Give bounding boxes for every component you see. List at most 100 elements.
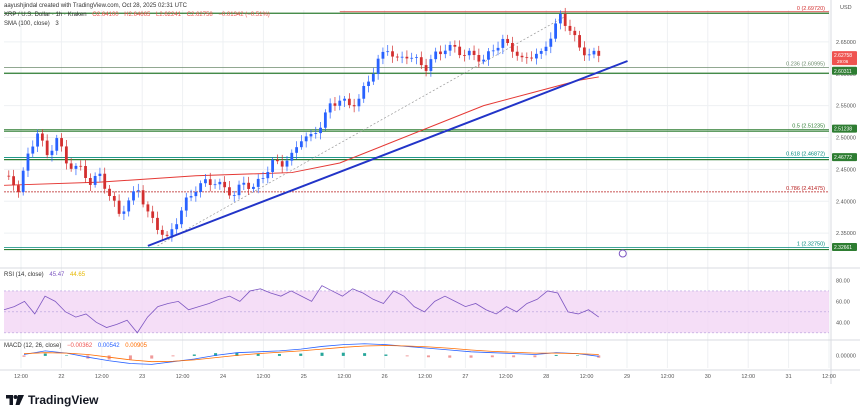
candle-body — [434, 51, 438, 60]
candle — [520, 52, 524, 62]
candle — [347, 93, 351, 109]
rsi-axis-tick: 80.00 — [836, 278, 850, 284]
candle-body — [108, 188, 111, 197]
author-text: aayushjindal created with TradingView.co… — [4, 3, 187, 9]
candle-body — [252, 186, 255, 189]
macd-histogram-bar — [554, 354, 558, 356]
candle-body — [319, 127, 322, 134]
candle — [501, 34, 505, 55]
candle-body — [501, 38, 505, 48]
candle-body — [539, 51, 543, 54]
candle-body — [343, 98, 346, 101]
candle — [232, 190, 236, 202]
candle — [252, 183, 255, 193]
candle — [424, 58, 428, 77]
candle-body — [299, 141, 303, 148]
candle — [170, 223, 174, 242]
candle — [31, 140, 35, 158]
candle — [549, 32, 553, 54]
sma-label: SMA (100, close) — [4, 21, 50, 27]
candle-body — [419, 57, 423, 66]
candle-body — [491, 50, 495, 52]
macd-histogram-bar — [22, 355, 26, 357]
rsi-label: RSI (14, close) — [4, 272, 44, 278]
candle — [563, 7, 567, 32]
candle-body — [50, 150, 54, 156]
candle — [127, 197, 131, 217]
candle — [295, 141, 298, 159]
candle-body — [568, 25, 572, 31]
candle-body — [247, 182, 251, 189]
candle-body — [506, 38, 510, 43]
candle — [175, 218, 179, 235]
macd-histogram-bar — [128, 355, 132, 360]
price-badge-text: 2.46772 — [834, 155, 852, 161]
candle — [247, 176, 251, 195]
candle — [487, 48, 490, 66]
candle-body — [184, 197, 188, 211]
candle-body — [232, 195, 236, 196]
candle-body — [405, 56, 409, 59]
candle-body — [535, 53, 538, 59]
candle-body — [79, 165, 83, 167]
candle-body — [132, 191, 135, 201]
candle-body — [323, 112, 327, 128]
price-badge: 2.32661 — [832, 243, 857, 252]
time-axis-tick: 12:00 — [14, 374, 28, 380]
candle — [386, 44, 390, 56]
candle — [285, 155, 289, 172]
macd-histogram-bar — [299, 353, 303, 356]
candle-body — [472, 50, 476, 55]
candle-body — [160, 229, 164, 235]
price-badge-bg — [832, 153, 857, 162]
sma-value: 3 — [55, 21, 59, 27]
candle-body — [587, 54, 591, 56]
symbol-line: XRP / U.S. Dollar · 1h · Kraken O2.64100… — [4, 12, 274, 18]
candle-body — [45, 140, 49, 156]
fib-label-0.618: 0.618 (2.46872) — [786, 151, 825, 157]
candle-body — [55, 138, 59, 151]
candle-body — [554, 23, 557, 39]
candle — [587, 48, 591, 61]
rsi-value: 45.47 — [49, 272, 65, 278]
price-axis-tick: 2.65000 — [836, 40, 856, 46]
candle-body — [218, 181, 222, 185]
fib-label-0: 0 (2.69720) — [797, 6, 825, 12]
event-marker-icon — [618, 249, 627, 258]
candle-body — [367, 81, 370, 86]
macd-histogram-bar — [426, 355, 430, 358]
macd-histogram-bar — [277, 354, 281, 356]
candle-body — [21, 170, 25, 193]
macd-axis-tick: 0.00000 — [836, 353, 856, 359]
candle-body — [7, 175, 11, 177]
candle-body — [36, 133, 39, 147]
candle-body — [127, 200, 131, 212]
candle-body — [487, 51, 490, 60]
candle — [290, 149, 294, 166]
candle — [16, 180, 20, 198]
candle — [558, 10, 562, 30]
symbol-text: XRP / U.S. Dollar · 1h · Kraken — [4, 12, 87, 18]
macd-histogram-bar — [192, 354, 196, 356]
candle-body — [88, 177, 92, 185]
price-badge-bg — [832, 124, 857, 133]
candle-body — [477, 54, 481, 62]
low-value: L2.62241 — [156, 12, 182, 18]
candle-body — [271, 159, 275, 172]
candle-body — [592, 50, 596, 55]
tradingview-logo[interactable]: TradingView — [6, 393, 98, 407]
candle — [568, 19, 572, 35]
candle-body — [189, 196, 193, 198]
candle — [45, 134, 49, 159]
candle — [146, 201, 150, 218]
macd-value-2: 0.00542 — [97, 343, 120, 349]
candle — [112, 191, 116, 207]
candle-body — [151, 211, 155, 218]
macd-histogram-bar — [469, 355, 473, 358]
candle-body — [69, 163, 73, 169]
candle — [261, 171, 265, 184]
candle-body — [74, 165, 78, 169]
macd-histogram-bar — [150, 355, 154, 359]
candle — [482, 54, 486, 65]
